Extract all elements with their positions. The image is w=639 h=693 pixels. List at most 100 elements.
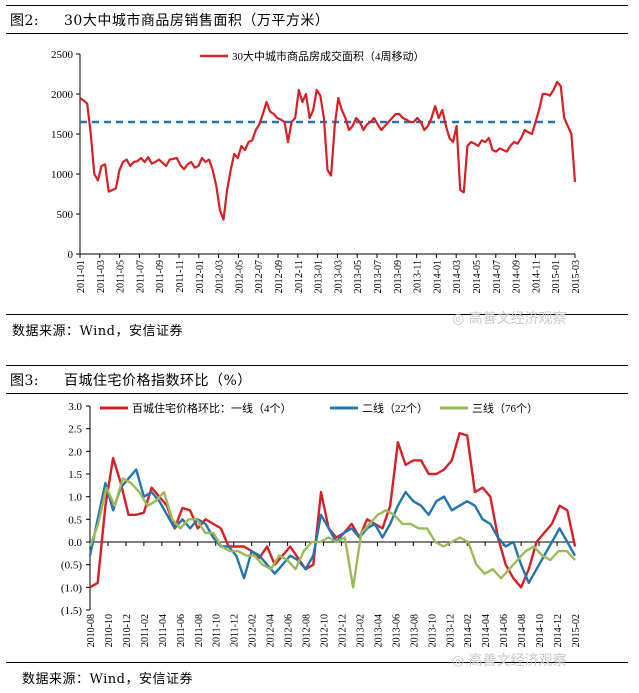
x-tick-label: 2013-10 [427,614,438,647]
series-line-tier3 [88,477,576,589]
wechat-icon: ◎ [452,653,465,669]
x-tick-label: 2012-07 [254,260,265,293]
legend: 30大中城市商品房成交面积（4周移动） [200,49,425,63]
x-tick-label: 2013-05 [353,260,364,293]
figure2-watermark-text: 高善文经济观察 [468,311,567,327]
legend-label: 百城住宅价格环比：一线（4个） [132,401,292,415]
x-tick-label: 2013-06 [391,614,402,647]
x-tick-label: 2013-11 [413,260,424,293]
x-tick-label: 2011-02 [140,614,151,647]
y-tick-label: 500 [57,209,74,221]
figure3-watermark: ◎ 高善文经济观察 [452,650,567,670]
x-tick-label: 2012-04 [266,614,277,647]
y-tick-label: 0.0 [68,537,82,549]
legend-label: 二线（22个） [362,401,428,415]
y-tick-label: 3.0 [68,401,82,413]
y-tick-label: 2000 [51,89,74,101]
x-tick-label: 2014-05 [472,260,483,293]
figure3-top-rule [6,365,628,366]
x-tick-label: 2012-10 [320,614,331,647]
x-tick-label: 2011-05 [116,260,127,293]
x-tick-label: 2014-10 [535,614,546,647]
x-tick-label: 2014-01 [432,260,443,293]
x-tick-label: 2015-03 [571,260,582,293]
x-tick-label: 2014-09 [512,260,523,293]
y-tick-label: 1.0 [68,492,82,504]
x-tick-label: 2015-01 [551,260,562,293]
x-tick-label: 2014-11 [531,260,542,293]
figure2-source-rule [6,314,628,315]
x-tick-label: 2010-08 [86,614,97,647]
x-tick-label: 2014-07 [492,260,503,293]
figure2-title: 30大中城市商品房销售面积（万平方米） [64,13,330,29]
series-line-tier2 [88,468,577,585]
y-tick-label: 2.5 [68,424,82,436]
x-tick-label: 2010-10 [104,614,115,647]
x-tick-label: 2012-11 [294,260,305,293]
y-tick-label: 2.0 [68,446,82,458]
x-tick-label: 2013-01 [314,260,325,293]
x-tick-label: 2013-02 [355,614,366,647]
y-tick-label: 1.5 [68,469,82,481]
x-tick-label: 2011-04 [158,614,169,647]
y-tick-label: 1500 [51,129,74,141]
y-tick-label: 2500 [51,49,74,61]
x-tick-label: 2015-02 [571,614,582,647]
x-tick-label: 2014-12 [553,614,564,647]
y-tick-label: (0.5) [61,560,82,572]
figure3-chart: (1.5) (1.0) (0.5) 0.0 0.5 1.0 1.5 2.0 2.5 3.0 2010… [61,401,582,647]
x-tick-label: 2014-02 [463,614,474,647]
x-tick-label: 2011-07 [135,260,146,293]
x-tick-label: 2011-03 [96,260,107,293]
x-tick-label: 2011-09 [155,260,166,293]
y-tick-label: 0 [68,249,74,261]
x-tick-label: 2014-06 [499,614,510,647]
x-tick-label: 2012-03 [215,260,226,293]
x-tick-label: 2010-12 [122,614,133,647]
x-tick-label: 2014-03 [452,260,463,293]
x-tick-label: 2011-12 [230,614,241,647]
legend-label: 30大中城市商品房成交面积（4周移动） [232,49,425,63]
x-tick-label: 2013-03 [333,260,344,293]
y-tick-label: 1000 [51,169,74,181]
figure2-label: 图2: [10,13,40,29]
legend: 百城住宅价格环比：一线（4个） 二线（22个） 三线（76个） [100,401,538,415]
y-tick-label: (1.0) [61,582,82,594]
x-tick-label: 2013-12 [445,614,456,647]
x-tick-label: 2011-08 [194,614,205,647]
x-tick-label: 2013-08 [409,614,420,647]
top-rule [6,5,628,6]
x-tick-label: 2013-07 [373,260,384,293]
x-tick-label: 2012-12 [337,614,348,647]
figure2-source: 数据来源：Wind，安信证券 [12,324,183,339]
x-tick-label: 2012-02 [248,614,259,647]
figure3-watermark-text: 高善文经济观察 [468,653,567,669]
x-tick-label: 2011-10 [212,614,223,647]
x-tick-label: 2012-09 [274,260,285,293]
figure3-source-rule [6,662,628,663]
figure2-title-rule [6,33,628,34]
x-tick-label: 2012-08 [302,614,313,647]
x-tick-label: 2012-05 [234,260,245,293]
x-tick-label: 2013-04 [373,614,384,647]
x-tick-label: 2013-09 [393,260,404,293]
figure3-source: 数据来源：Wind，安信证券 [22,672,193,687]
figure2-watermark: ◎ 高善文经济观察 [452,308,567,328]
series-line-tier1 [89,432,577,589]
legend-label: 三线（76个） [472,401,538,415]
figure3-title: 百城住宅价格指数环比（%） [64,373,252,389]
x-tick-label: 2014-04 [481,614,492,647]
x-tick-label: 2011-11 [175,260,186,293]
wechat-icon: ◎ [452,311,465,327]
x-tick-label: 2011-01 [76,260,87,293]
figure3-label: 图3: [10,373,40,389]
x-tick-label: 2012-06 [284,614,295,647]
y-tick-label: 0.5 [68,514,82,526]
x-tick-label: 2011-06 [176,614,187,647]
figure3-title-rule [6,393,628,394]
y-tick-label: (1.5) [61,605,82,617]
x-tick-label: 2012-01 [195,260,206,293]
figure2-chart: 0 500 1000 1500 2000 2500 2011-01 2011-03 2011-0… [51,49,582,293]
series-line-volume [79,80,577,221]
x-tick-label: 2014-08 [517,614,528,647]
